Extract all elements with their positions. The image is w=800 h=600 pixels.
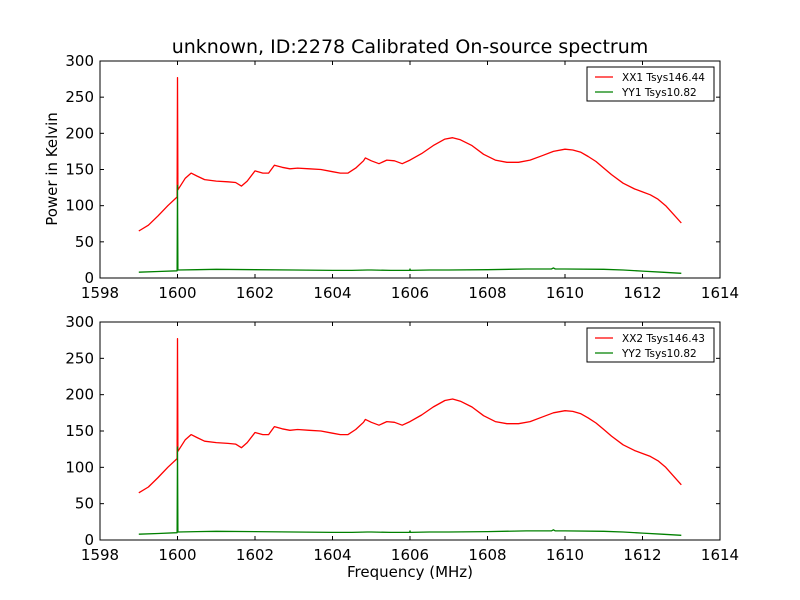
x-tick-label: 1598 xyxy=(81,284,119,302)
y-tick-label: 100 xyxy=(65,458,94,476)
y-tick-label: 150 xyxy=(65,422,94,440)
legend-box xyxy=(586,327,715,363)
y-tick-label: 300 xyxy=(65,313,94,331)
legend: XX1 Tsys146.44 YY1 Tsys10.82 xyxy=(586,66,715,102)
y-tick-label: 150 xyxy=(65,161,94,179)
x-tick-label: 1604 xyxy=(313,284,351,302)
x-tick-label: 1598 xyxy=(81,546,119,564)
x-tick-label: 1614 xyxy=(701,546,739,564)
legend-label-2: YY1 Tsys10.82 xyxy=(621,87,697,99)
y-tick-label: 250 xyxy=(65,349,94,367)
y-tick-label: 50 xyxy=(75,233,94,251)
x-tick-label: 1600 xyxy=(158,284,196,302)
x-tick-label: 1608 xyxy=(468,546,506,564)
legend-label-1: XX1 Tsys146.44 xyxy=(622,72,705,84)
x-tick-label: 1610 xyxy=(546,546,584,564)
y-tick-label: 200 xyxy=(65,386,94,404)
x-tick-label: 1608 xyxy=(468,284,506,302)
legend-box xyxy=(586,66,715,102)
x-tick-label: 1606 xyxy=(391,284,429,302)
legend-label-2: YY2 Tsys10.82 xyxy=(621,348,697,360)
x-tick-label: 1604 xyxy=(313,546,351,564)
series-line-2 xyxy=(138,446,682,536)
y-axis-label: Power in Kelvin xyxy=(43,112,61,226)
y-tick-label: 0 xyxy=(84,269,94,287)
x-tick-label: 1612 xyxy=(623,546,661,564)
x-tick-label: 1602 xyxy=(236,546,274,564)
legend-label-1: XX2 Tsys146.43 xyxy=(622,333,705,345)
series-line-1 xyxy=(138,338,682,494)
series-line-2 xyxy=(138,184,682,274)
x-tick-label: 1602 xyxy=(236,284,274,302)
legend: XX2 Tsys146.43 YY2 Tsys10.82 xyxy=(586,327,715,363)
figure-title: unknown, ID:2278 Calibrated On-source sp… xyxy=(172,36,649,58)
x-tick-label: 1606 xyxy=(391,546,429,564)
bottom-panel: 1598 1600 1602 1604 1606 1608 1610 1612 1614 0 50 1… xyxy=(65,313,739,564)
x-tick-label: 1614 xyxy=(701,284,739,302)
x-axis-label: Frequency (MHz) xyxy=(347,563,473,581)
series-line-1 xyxy=(138,76,682,232)
x-tick-label: 1610 xyxy=(546,284,584,302)
y-tick-label: 300 xyxy=(65,52,94,70)
y-tick-label: 100 xyxy=(65,197,94,215)
x-tick-label: 1612 xyxy=(623,284,661,302)
top-panel: 1598 1600 1602 1604 1606 1608 1610 1612 1614 0 50 1… xyxy=(65,52,739,302)
y-tick-label: 50 xyxy=(75,495,94,513)
y-tick-label: 200 xyxy=(65,124,94,142)
y-tick-label: 0 xyxy=(84,531,94,549)
y-tick-label: 250 xyxy=(65,88,94,106)
x-tick-label: 1600 xyxy=(158,546,196,564)
